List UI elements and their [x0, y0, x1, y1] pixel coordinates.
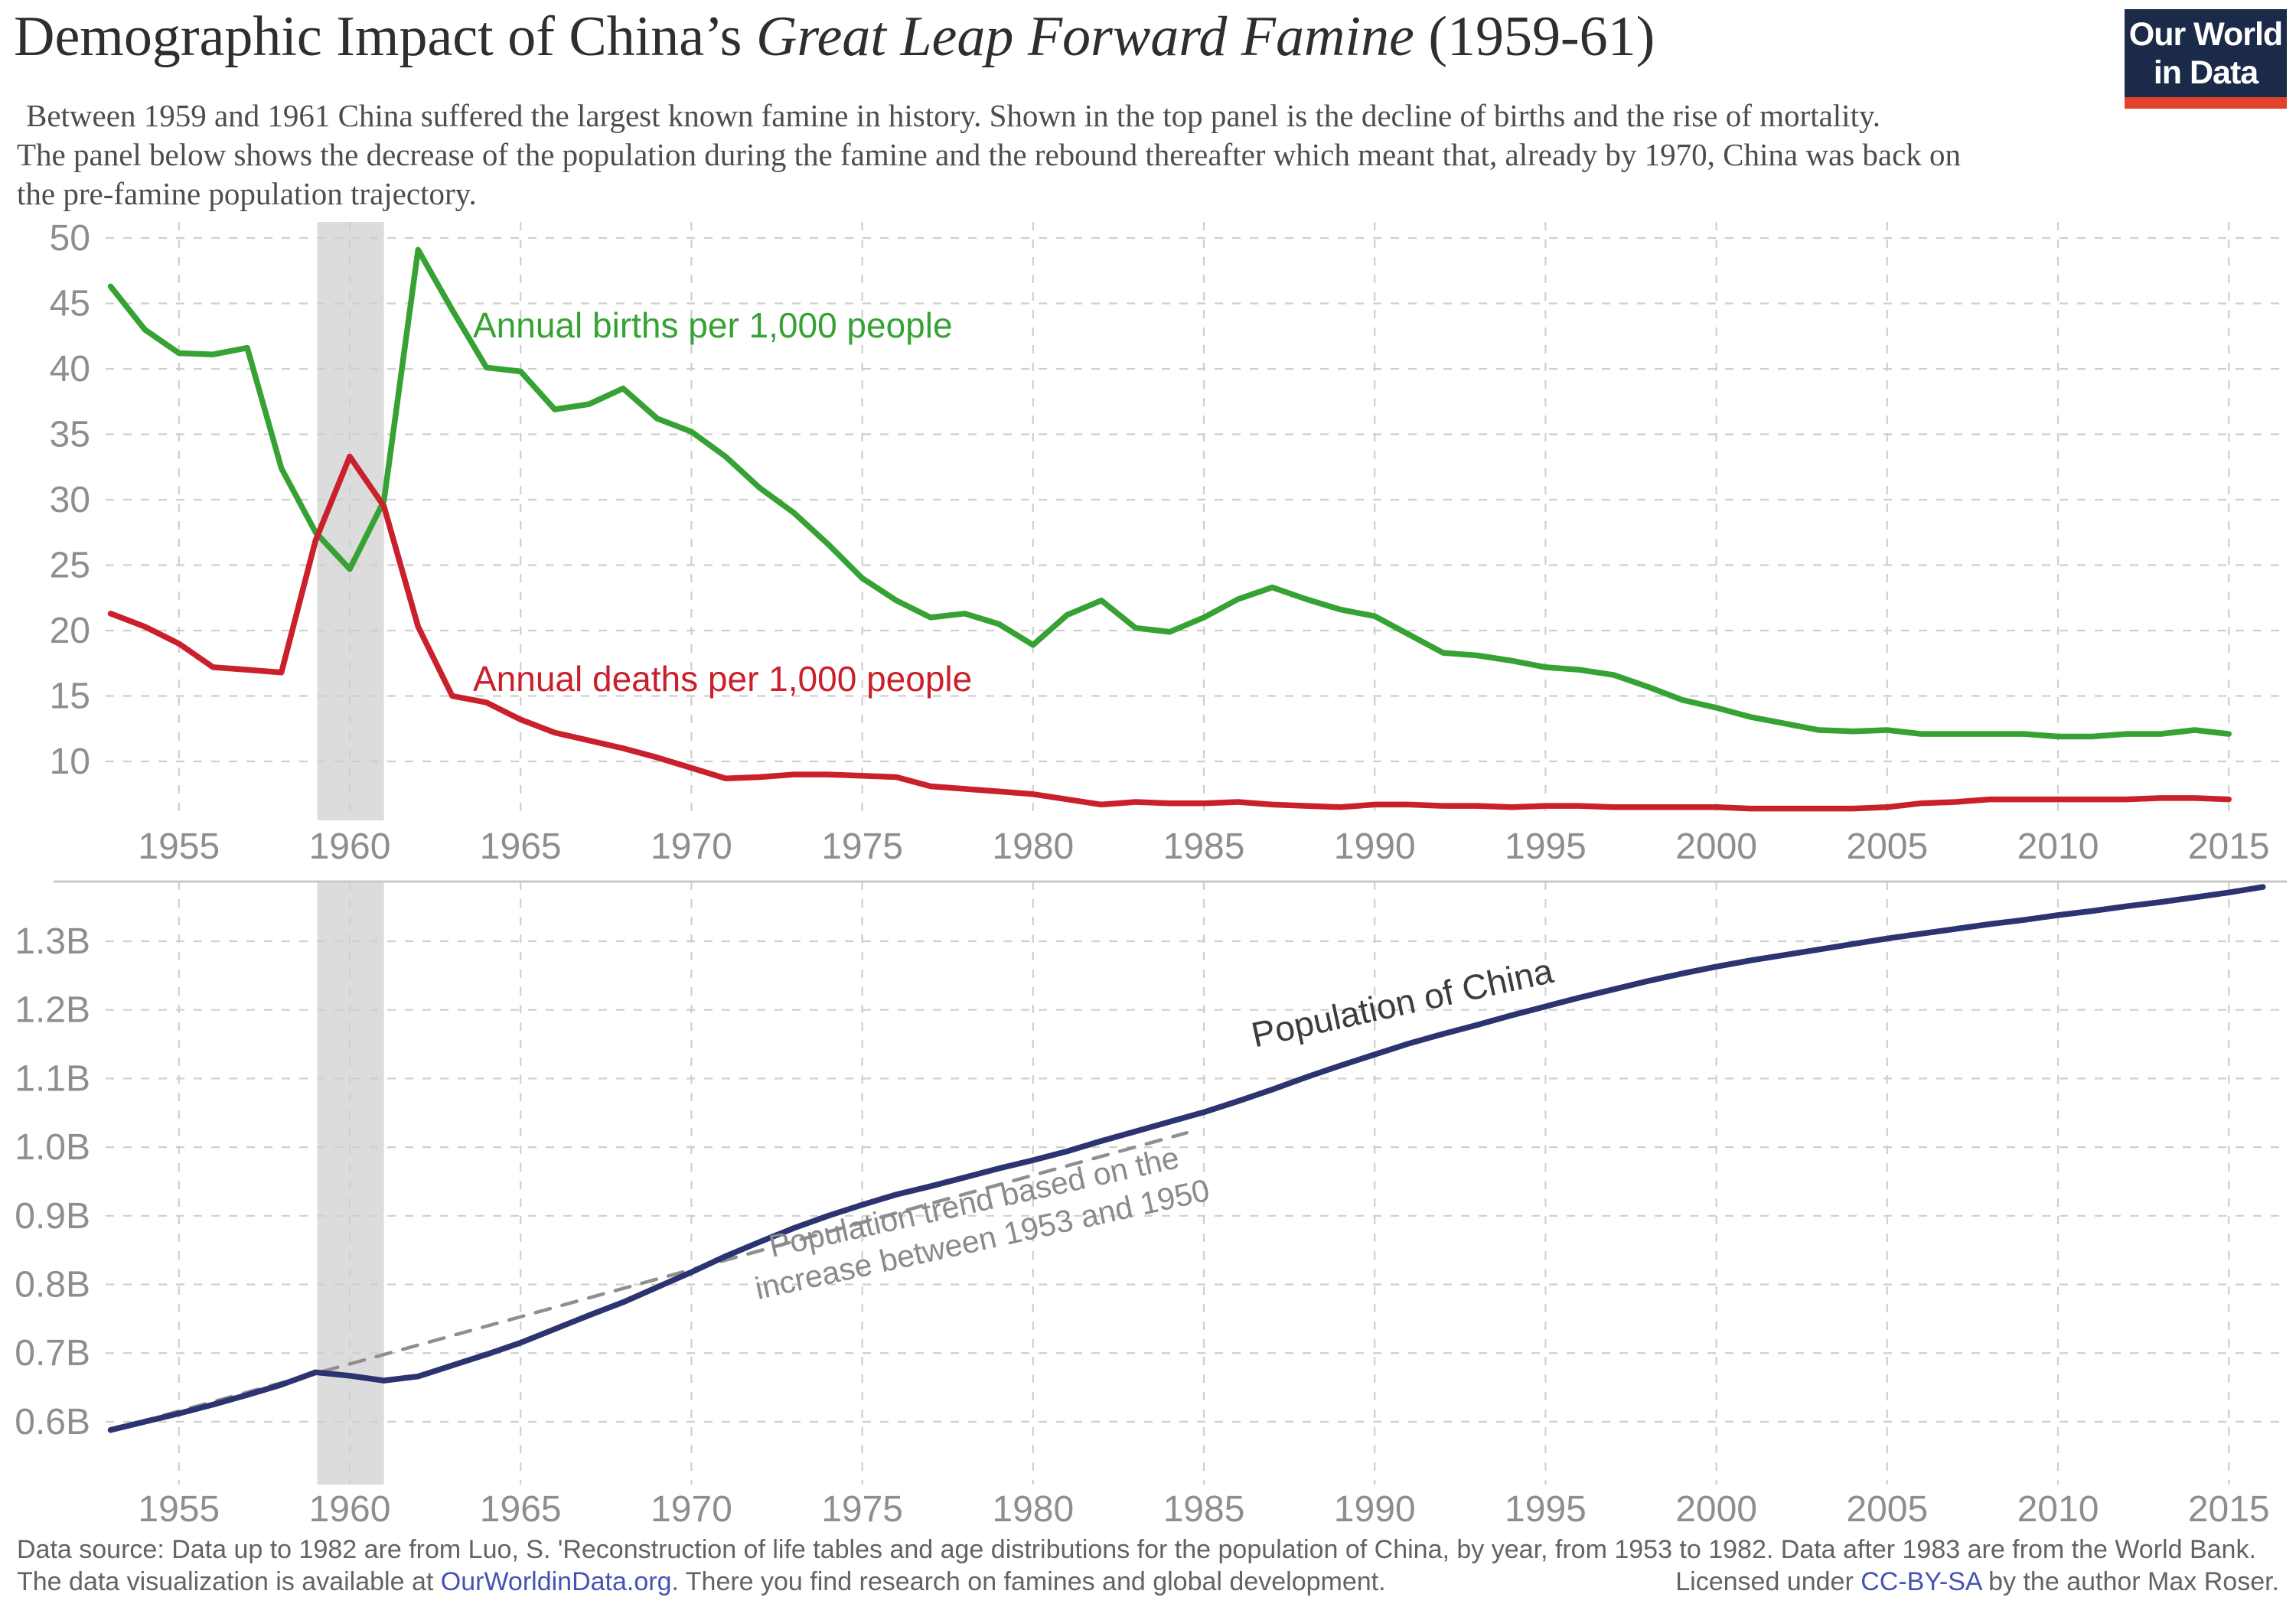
- y-tick-label: 20: [50, 611, 90, 651]
- owid-logo-line1: Our World: [2128, 15, 2283, 53]
- owid-link[interactable]: OurWorldinData.org: [440, 1567, 672, 1596]
- footer-visualization-note: The data visualization is available at O…: [17, 1566, 1386, 1598]
- footer-text: Licensed under: [1675, 1567, 1861, 1596]
- owid-logo-red-bar: [2125, 97, 2287, 109]
- footer-license-note: Licensed under CC-BY-SA by the author Ma…: [1675, 1566, 2279, 1598]
- x-tick-label: 1955: [138, 1489, 220, 1530]
- title-prefix: Demographic Impact of China’s: [14, 5, 756, 68]
- x-tick-label: 1960: [309, 1489, 391, 1530]
- births-series-label: Annual births per 1,000 people: [473, 305, 953, 345]
- x-tick-label: 1985: [1163, 826, 1245, 867]
- vital-rates-line: [107, 453, 2232, 812]
- x-tick-label: 2000: [1675, 1489, 1757, 1530]
- footer-datasource: Data source: Data up to 1982 are from Lu…: [17, 1535, 2256, 1564]
- x-tick-label: 2015: [2188, 826, 2270, 867]
- subtitle-line: The panel below shows the decrease of th…: [17, 137, 1962, 172]
- x-tick-label: 2000: [1675, 826, 1757, 867]
- x-tick-label: 1975: [821, 826, 903, 867]
- chart-subtitle: Between 1959 and 1961 China suffered the…: [17, 96, 1961, 214]
- y-tick-label: 10: [50, 742, 90, 782]
- owid-logo: Our World in Data: [2125, 9, 2287, 109]
- subtitle-line: Between 1959 and 1961 China suffered the…: [26, 98, 1881, 133]
- x-tick-label: 1965: [480, 826, 562, 867]
- y-tick-label: 40: [50, 349, 90, 390]
- population-trend-line: [109, 1131, 1189, 1432]
- x-tick-label: 1985: [1163, 1489, 1245, 1530]
- x-tick-label: 2005: [1846, 826, 1928, 867]
- title-suffix: (1959-61): [1414, 5, 1655, 68]
- y-tick-label: 0.8B: [15, 1265, 90, 1305]
- page-title: Demographic Impact of China’s Great Leap…: [14, 5, 1655, 70]
- x-tick-label: 1970: [651, 1489, 732, 1530]
- chart-footer: Data source: Data up to 1982 are from Lu…: [17, 1534, 2279, 1598]
- y-tick-label: 1.2B: [15, 990, 90, 1031]
- x-tick-label: 1965: [480, 1489, 562, 1530]
- y-tick-label: 25: [50, 546, 90, 586]
- footer-text: . There you find research on famines and…: [671, 1567, 1386, 1596]
- y-tick-label: 0.6B: [15, 1402, 90, 1442]
- x-tick-label: 1990: [1334, 1489, 1416, 1530]
- x-tick-label: 2005: [1846, 1489, 1928, 1530]
- y-tick-label: 30: [50, 480, 90, 520]
- x-tick-label: 1980: [992, 1489, 1074, 1530]
- x-tick-label: 1955: [138, 826, 220, 867]
- y-tick-label: 35: [50, 415, 90, 455]
- y-tick-label: 1.0B: [15, 1127, 90, 1168]
- y-tick-label: 1.1B: [15, 1058, 90, 1099]
- x-tick-label: 1995: [1505, 1489, 1587, 1530]
- x-tick-label: 1960: [309, 826, 391, 867]
- deaths-series-label: Annual deaths per 1,000 people: [473, 659, 973, 699]
- y-tick-label: 15: [50, 676, 90, 717]
- subtitle-line: the pre-famine population trajectory.: [17, 176, 477, 211]
- y-tick-label: 45: [50, 284, 90, 324]
- title-italic: Great Leap Forward Famine: [755, 5, 1414, 68]
- license-link[interactable]: CC-BY-SA: [1861, 1567, 1981, 1596]
- y-tick-label: 0.7B: [15, 1333, 90, 1374]
- owid-logo-line2: in Data: [2153, 54, 2258, 91]
- footer-text: The data visualization is available at: [17, 1567, 441, 1596]
- x-tick-label: 1980: [992, 826, 1074, 867]
- footer-text: by the author Max Roser.: [1981, 1567, 2279, 1596]
- x-tick-label: 1995: [1505, 826, 1587, 867]
- x-tick-label: 2015: [2188, 1489, 2270, 1530]
- famine-period-band: [317, 882, 384, 1485]
- owid-logo-box: Our World in Data: [2125, 9, 2287, 97]
- y-tick-label: 1.3B: [15, 921, 90, 962]
- y-tick-label: 50: [50, 218, 90, 259]
- x-tick-label: 1990: [1334, 826, 1416, 867]
- population-line: [107, 884, 2266, 1433]
- x-tick-label: 2010: [2017, 826, 2099, 867]
- x-tick-label: 1975: [821, 1489, 903, 1530]
- panel-population: 0.6B 0.7B 0.8B 0.9B 1.0B 1.1B 1.2B 1.3B 1955 1960…: [15, 880, 2287, 1530]
- panel-vital-rates: 10 15 20 25 30 35 40 45 50 1955 1960 1965 1970 1975 19…: [50, 218, 2287, 867]
- y-tick-label: 0.9B: [15, 1196, 90, 1237]
- vital-rates-line: [107, 246, 2232, 740]
- x-tick-label: 1970: [651, 826, 732, 867]
- x-tick-label: 2010: [2017, 1489, 2099, 1530]
